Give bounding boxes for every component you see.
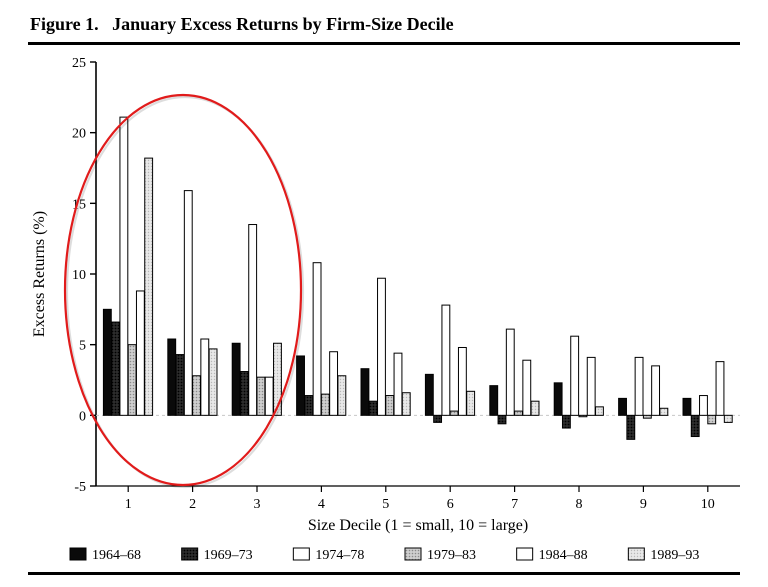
bar — [136, 291, 144, 415]
bar — [193, 376, 201, 416]
bar — [112, 322, 120, 415]
bar — [652, 366, 660, 415]
legend-swatch — [182, 548, 198, 560]
bar — [378, 278, 386, 415]
legend-swatch — [293, 548, 309, 560]
x-tick-label: 2 — [189, 497, 196, 512]
bar — [554, 383, 562, 416]
y-tick-label: 0 — [79, 409, 86, 424]
x-tick-label: 4 — [318, 497, 325, 512]
bar — [145, 158, 153, 415]
x-tick-label: 5 — [382, 497, 389, 512]
bar — [249, 225, 257, 416]
legend-swatch — [628, 548, 644, 560]
bar — [184, 191, 192, 416]
x-tick-label: 6 — [447, 497, 454, 512]
chart-svg: -50510152025Excess Returns (%)1234567891… — [0, 0, 768, 587]
bar — [201, 339, 209, 415]
bar — [562, 415, 570, 428]
bar — [128, 345, 136, 416]
x-tick-label: 7 — [511, 497, 518, 512]
bar — [402, 393, 410, 416]
bar — [490, 386, 498, 416]
bar — [467, 391, 475, 415]
bar — [458, 347, 466, 415]
bar — [321, 394, 329, 415]
bar — [265, 377, 273, 415]
bar — [531, 401, 539, 415]
bar — [330, 352, 338, 416]
bar — [643, 415, 651, 418]
y-tick-label: 25 — [72, 56, 86, 71]
bar — [724, 415, 732, 422]
y-tick-label: 5 — [79, 339, 86, 354]
bar — [434, 415, 442, 422]
x-axis-label: Size Decile (1 = small, 10 = large) — [308, 517, 528, 534]
bar — [232, 343, 240, 415]
bar — [257, 377, 265, 415]
legend-swatch — [517, 548, 533, 560]
legend-swatch — [70, 548, 86, 560]
bar — [369, 401, 377, 415]
bar — [700, 396, 708, 416]
legend-label: 1969–73 — [204, 548, 253, 563]
bar — [209, 349, 217, 415]
bar — [708, 415, 716, 423]
bar — [120, 117, 128, 415]
bar — [442, 305, 450, 415]
bar — [587, 357, 595, 415]
bar — [361, 369, 369, 416]
legend-label: 1964–68 — [92, 548, 141, 563]
x-tick-label: 9 — [640, 497, 647, 512]
bar — [716, 362, 724, 416]
bar — [660, 408, 668, 415]
legend-swatch — [405, 548, 421, 560]
x-tick-label: 8 — [576, 497, 583, 512]
legend-label: 1984–88 — [539, 548, 588, 563]
legend-label: 1974–78 — [315, 548, 364, 563]
bar — [305, 396, 313, 416]
bar — [515, 411, 523, 415]
y-tick-label: -5 — [74, 480, 86, 495]
x-tick-label: 3 — [254, 497, 261, 512]
x-tick-label: 1 — [125, 497, 132, 512]
rule-bottom — [28, 572, 740, 575]
bar — [394, 353, 402, 415]
bar — [627, 415, 635, 439]
legend-label: 1979–83 — [427, 548, 476, 563]
bar — [498, 415, 506, 423]
bar — [386, 396, 394, 416]
bar — [168, 339, 176, 415]
y-tick-label: 20 — [72, 127, 86, 142]
bar — [313, 263, 321, 416]
bar — [176, 355, 184, 416]
bar — [338, 376, 346, 416]
bar — [691, 415, 699, 436]
bar — [506, 329, 514, 415]
bar — [450, 411, 458, 415]
bar — [425, 374, 433, 415]
bar — [297, 356, 305, 415]
bar — [579, 415, 587, 416]
bar — [619, 398, 627, 415]
y-tick-label: 10 — [72, 268, 86, 283]
bar — [635, 357, 643, 415]
legend-label: 1989–93 — [650, 548, 699, 563]
bar — [103, 309, 111, 415]
figure-container: Figure 1. January Excess Returns by Firm… — [0, 0, 768, 587]
y-axis-label: Excess Returns (%) — [31, 211, 48, 337]
bar — [683, 398, 691, 415]
bar — [596, 407, 604, 415]
bar — [523, 360, 531, 415]
bar — [240, 372, 248, 416]
x-tick-label: 10 — [701, 497, 715, 512]
bar — [571, 336, 579, 415]
